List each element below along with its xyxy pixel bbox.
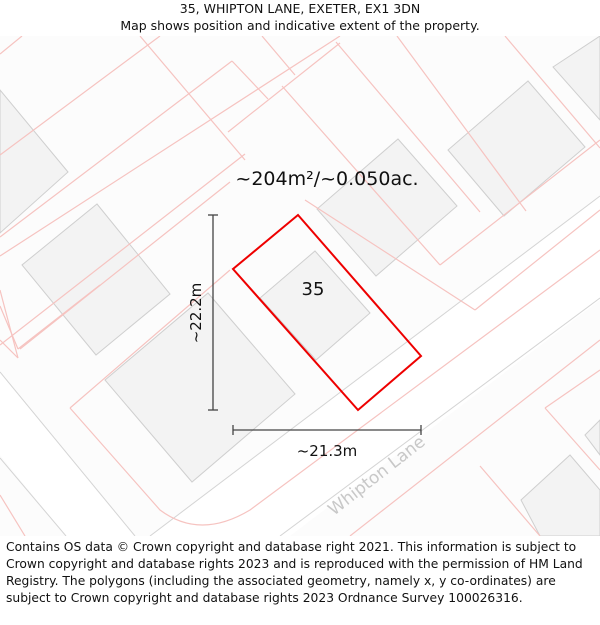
building-south-b — [584, 419, 600, 456]
plot-number-label: 35 — [302, 279, 325, 300]
building-35 — [259, 250, 371, 361]
building-south-a — [520, 454, 600, 536]
area-label: ~204m²/~0.050ac. — [235, 168, 418, 190]
roads — [0, 195, 600, 536]
building-north-a — [316, 138, 458, 277]
map-header: 35, WHIPTON LANE, EXETER, EX1 3DN Map sh… — [0, 0, 600, 36]
building-corner — [104, 292, 296, 483]
property-address-title: 35, WHIPTON LANE, EXETER, EX1 3DN — [179, 1, 421, 16]
property-map[interactable]: ~204m²/~0.050ac. 35 ~22.2m ~21.3m Whipto… — [0, 36, 600, 536]
building-north-b — [447, 80, 586, 217]
dimension-vertical-label: ~22.2m — [187, 283, 205, 344]
measurement-lines — [208, 214, 422, 435]
property-boundary[interactable] — [231, 213, 423, 412]
parcel-boundaries — [0, 36, 600, 536]
building-left-mid — [21, 203, 171, 356]
copyright-notice: Contains OS data © Crown copyright and d… — [6, 540, 583, 605]
buildings — [0, 36, 600, 536]
building-north-c — [552, 36, 600, 121]
dimension-horizontal-label: ~21.3m — [297, 442, 358, 460]
building-left-top — [0, 89, 69, 234]
map-subtitle: Map shows position and indicative extent… — [120, 18, 480, 33]
